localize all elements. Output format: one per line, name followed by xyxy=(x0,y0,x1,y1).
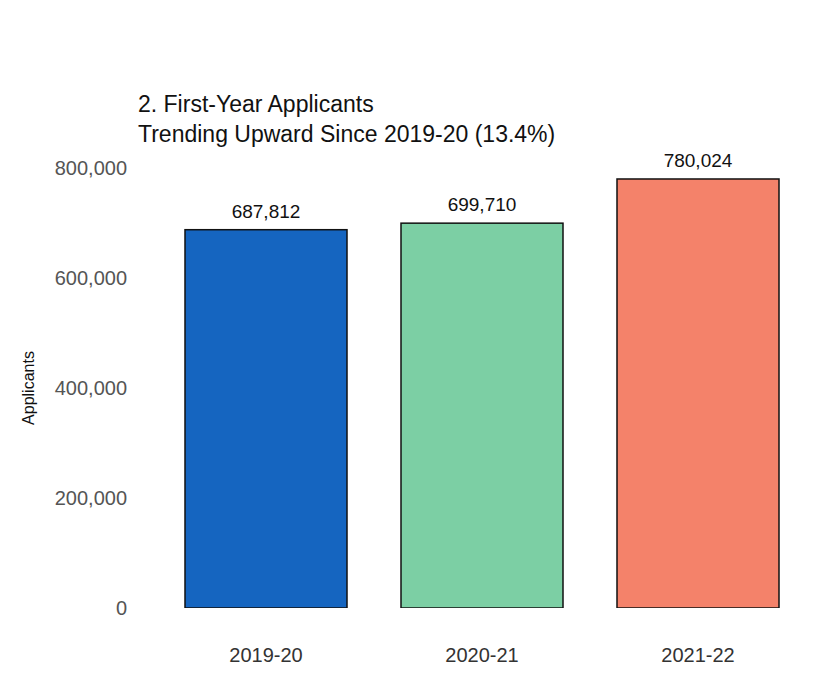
tick-mark xyxy=(132,278,136,279)
bar xyxy=(401,223,563,608)
x-tick-label: 2019-20 xyxy=(229,644,302,666)
tick-mark xyxy=(132,608,136,609)
tick-mark xyxy=(132,498,136,499)
y-tick-label: 800,000 xyxy=(55,157,127,179)
x-tick-label: 2020-21 xyxy=(445,644,518,666)
data-label: 780,024 xyxy=(664,150,733,171)
y-tick-label: 0 xyxy=(116,597,127,619)
bar xyxy=(185,230,347,608)
title: 2. First-Year Applicants xyxy=(138,91,374,117)
tick-mark xyxy=(132,168,136,169)
tick-mark xyxy=(132,388,136,389)
bar xyxy=(617,179,779,608)
y-tick-label: 200,000 xyxy=(55,487,127,509)
y-axis-label: Applicants xyxy=(20,351,37,425)
subtitle: Trending Upward Since 2019-20 (13.4%) xyxy=(138,121,555,147)
y-tick-label: 400,000 xyxy=(55,377,127,399)
bars xyxy=(185,179,779,608)
data-label: 699,710 xyxy=(448,194,517,215)
chart: 2. First-Year Applicants Trending Upward … xyxy=(0,0,834,696)
data-label: 687,812 xyxy=(232,201,301,222)
y-tick-label: 600,000 xyxy=(55,267,127,289)
x-tick-label: 2021-22 xyxy=(661,644,734,666)
